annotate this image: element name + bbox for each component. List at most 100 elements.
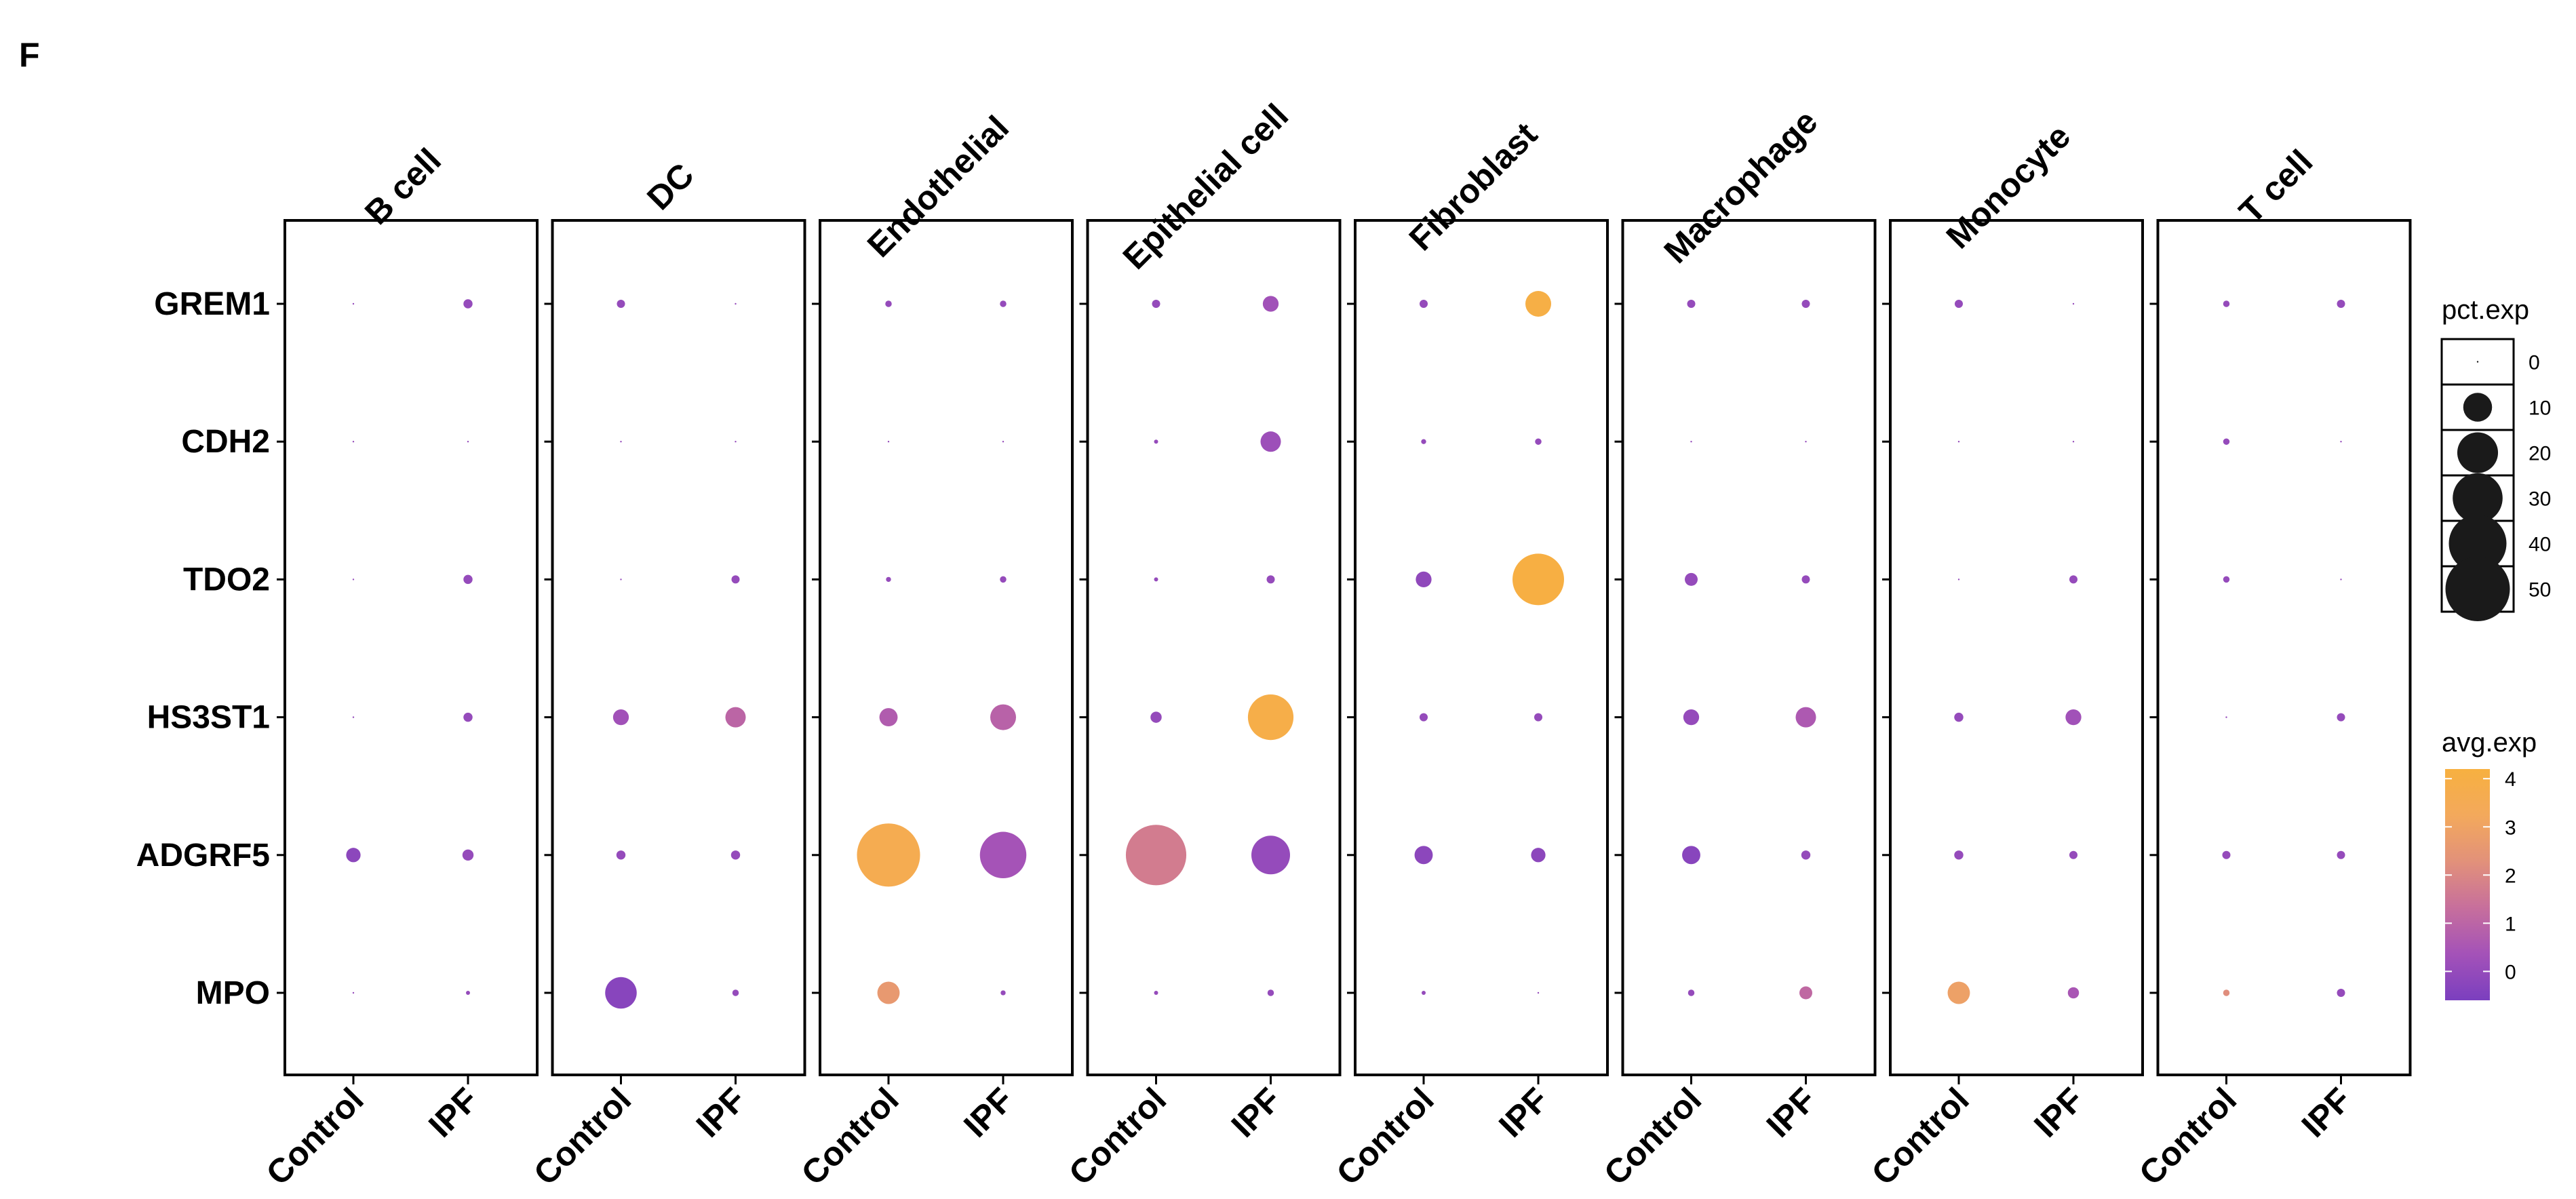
gene-labels: GREM1 CDH2 TDO2 HS3ST1 ADGRF5 MPO — [136, 286, 270, 1011]
size-key-dot — [2445, 557, 2510, 621]
facet-epithelial-cell: Epithelial cell Control IPF — [1061, 96, 1342, 1192]
panel-label: F — [19, 36, 40, 74]
color-legend: 0 1 2 3 4 — [2445, 768, 2516, 1000]
dot-t-cell-control-cdh2 — [2223, 438, 2230, 445]
dot-fibroblast-control-adgrf5 — [1414, 846, 1433, 865]
dot-dc-control-grem1 — [617, 299, 625, 309]
dot-endothelial-control-cdh2 — [887, 441, 890, 443]
dot-epithelial-cell-ipf-hs3st1 — [1247, 694, 1294, 741]
dot-monocyte-control-cdh2 — [1957, 441, 1960, 443]
dot-b-cell-ipf-hs3st1 — [463, 712, 473, 722]
facets: B cell Control IPF DC Control IPF Endothelial C… — [259, 96, 2412, 1192]
size-key-label: 0 — [2529, 352, 2540, 374]
dot-epithelial-cell-ipf-mpo — [1267, 989, 1274, 996]
dot-endothelial-control-adgrf5 — [857, 823, 920, 887]
dot-monocyte-ipf-grem1 — [2072, 302, 2075, 305]
x-tick-label: IPF — [2027, 1080, 2091, 1145]
dot-t-cell-control-hs3st1 — [2225, 716, 2227, 718]
facet-border — [1354, 219, 1609, 1076]
color-bar-label: 2 — [2505, 865, 2516, 887]
dot-endothelial-ipf-hs3st1 — [990, 704, 1016, 730]
facet-border — [284, 219, 539, 1076]
size-key-label: 50 — [2529, 579, 2551, 602]
x-tick-label: Control — [1329, 1080, 1441, 1192]
dot-monocyte-ipf-cdh2 — [2072, 441, 2075, 443]
facet-strip-label: Monocyte — [1939, 117, 2078, 256]
dot-macrophage-control-hs3st1 — [1683, 709, 1700, 726]
dot-fibroblast-ipf-adgrf5 — [1531, 848, 1546, 863]
facet-border — [551, 219, 806, 1076]
dot-macrophage-ipf-mpo — [1799, 986, 1812, 1000]
dot-t-cell-ipf-tdo2 — [2340, 578, 2342, 581]
size-legend: 0 10 20 30 40 50 — [2440, 338, 2551, 621]
x-tick-label: IPF — [689, 1080, 754, 1145]
dot-dc-ipf-cdh2 — [735, 441, 737, 443]
dot-fibroblast-ipf-mpo — [1537, 991, 1540, 994]
facet-border — [819, 219, 1074, 1076]
color-bar-label: 1 — [2505, 913, 2516, 935]
size-key-dot — [2448, 515, 2507, 572]
facet-border — [2156, 219, 2412, 1076]
x-tick-label: IPF — [421, 1080, 486, 1145]
facet-dc: DC Control IPF — [526, 156, 806, 1192]
size-key-dot — [2476, 361, 2479, 363]
x-tick-label: Control — [1597, 1080, 1709, 1192]
facet-strip-label: B cell — [357, 141, 448, 232]
gene-label-grem1: GREM1 — [154, 286, 270, 322]
dot-fibroblast-ipf-cdh2 — [1535, 438, 1542, 445]
dot-fibroblast-ipf-grem1 — [1525, 291, 1551, 317]
gene-label-mpo: MPO — [196, 975, 270, 1011]
legend: pct.exp 0 10 20 30 40 50 avg.exp 0 1 2 3 4 — [2440, 295, 2551, 1000]
dot-endothelial-control-mpo — [877, 981, 900, 1004]
dot-t-cell-ipf-hs3st1 — [2337, 713, 2345, 722]
x-tick-label: IPF — [1491, 1080, 1556, 1145]
dot-epithelial-cell-control-hs3st1 — [1150, 711, 1162, 723]
dot-dc-control-hs3st1 — [612, 709, 629, 726]
color-bar — [2445, 769, 2490, 1000]
dot-b-cell-ipf-tdo2 — [463, 574, 473, 585]
dot-b-cell-control-grem1 — [352, 302, 355, 305]
dot-t-cell-control-mpo — [2223, 989, 2230, 996]
dot-monocyte-ipf-tdo2 — [2069, 575, 2078, 584]
facet-strip-label: Epithelial cell — [1116, 96, 1296, 277]
dot-dc-ipf-grem1 — [735, 302, 737, 305]
dot-dc-control-tdo2 — [620, 578, 622, 581]
dot-dc-control-cdh2 — [620, 441, 622, 443]
dot-monocyte-control-tdo2 — [1957, 578, 1960, 581]
dot-epithelial-cell-control-grem1 — [1152, 299, 1160, 309]
dot-epithelial-cell-ipf-cdh2 — [1260, 431, 1281, 452]
dot-endothelial-control-grem1 — [885, 300, 892, 307]
dot-fibroblast-control-grem1 — [1419, 299, 1428, 309]
dot-epithelial-cell-control-mpo — [1154, 991, 1158, 995]
dot-monocyte-ipf-mpo — [2067, 987, 2080, 999]
dot-fibroblast-ipf-tdo2 — [1513, 553, 1564, 606]
dot-macrophage-control-tdo2 — [1685, 572, 1698, 586]
dot-macrophage-ipf-hs3st1 — [1795, 707, 1816, 728]
dot-endothelial-ipf-adgrf5 — [979, 831, 1027, 879]
size-key-dot — [2457, 432, 2499, 473]
dot-fibroblast-control-mpo — [1422, 991, 1426, 995]
dot-endothelial-ipf-mpo — [1000, 990, 1006, 996]
facet-strip-label: DC — [640, 156, 701, 218]
x-tick-label: IPF — [956, 1080, 1021, 1145]
dot-endothelial-ipf-cdh2 — [1002, 441, 1004, 443]
x-tick-label: Control — [259, 1080, 371, 1192]
dot-fibroblast-ipf-hs3st1 — [1534, 713, 1543, 722]
dot-epithelial-cell-ipf-grem1 — [1262, 296, 1279, 312]
dot-t-cell-control-tdo2 — [2223, 576, 2230, 583]
dot-t-cell-control-adgrf5 — [2222, 850, 2231, 859]
dot-macrophage-ipf-tdo2 — [1801, 575, 1810, 584]
dot-dc-control-adgrf5 — [616, 850, 626, 860]
facet-border — [1889, 219, 2144, 1076]
facet-monocyte: Monocyte Control IPF — [1865, 117, 2144, 1192]
gene-label-adgrf5: ADGRF5 — [136, 838, 270, 873]
gene-label-tdo2: TDO2 — [183, 562, 270, 597]
dot-t-cell-ipf-adgrf5 — [2337, 850, 2345, 859]
x-tick-label: IPF — [1759, 1080, 1824, 1145]
dot-epithelial-cell-ipf-tdo2 — [1266, 575, 1275, 584]
dot-macrophage-ipf-cdh2 — [1805, 441, 1807, 443]
dot-macrophage-control-adgrf5 — [1682, 846, 1700, 865]
dot-epithelial-cell-ipf-adgrf5 — [1251, 836, 1290, 875]
dot-monocyte-control-adgrf5 — [1954, 850, 1964, 860]
